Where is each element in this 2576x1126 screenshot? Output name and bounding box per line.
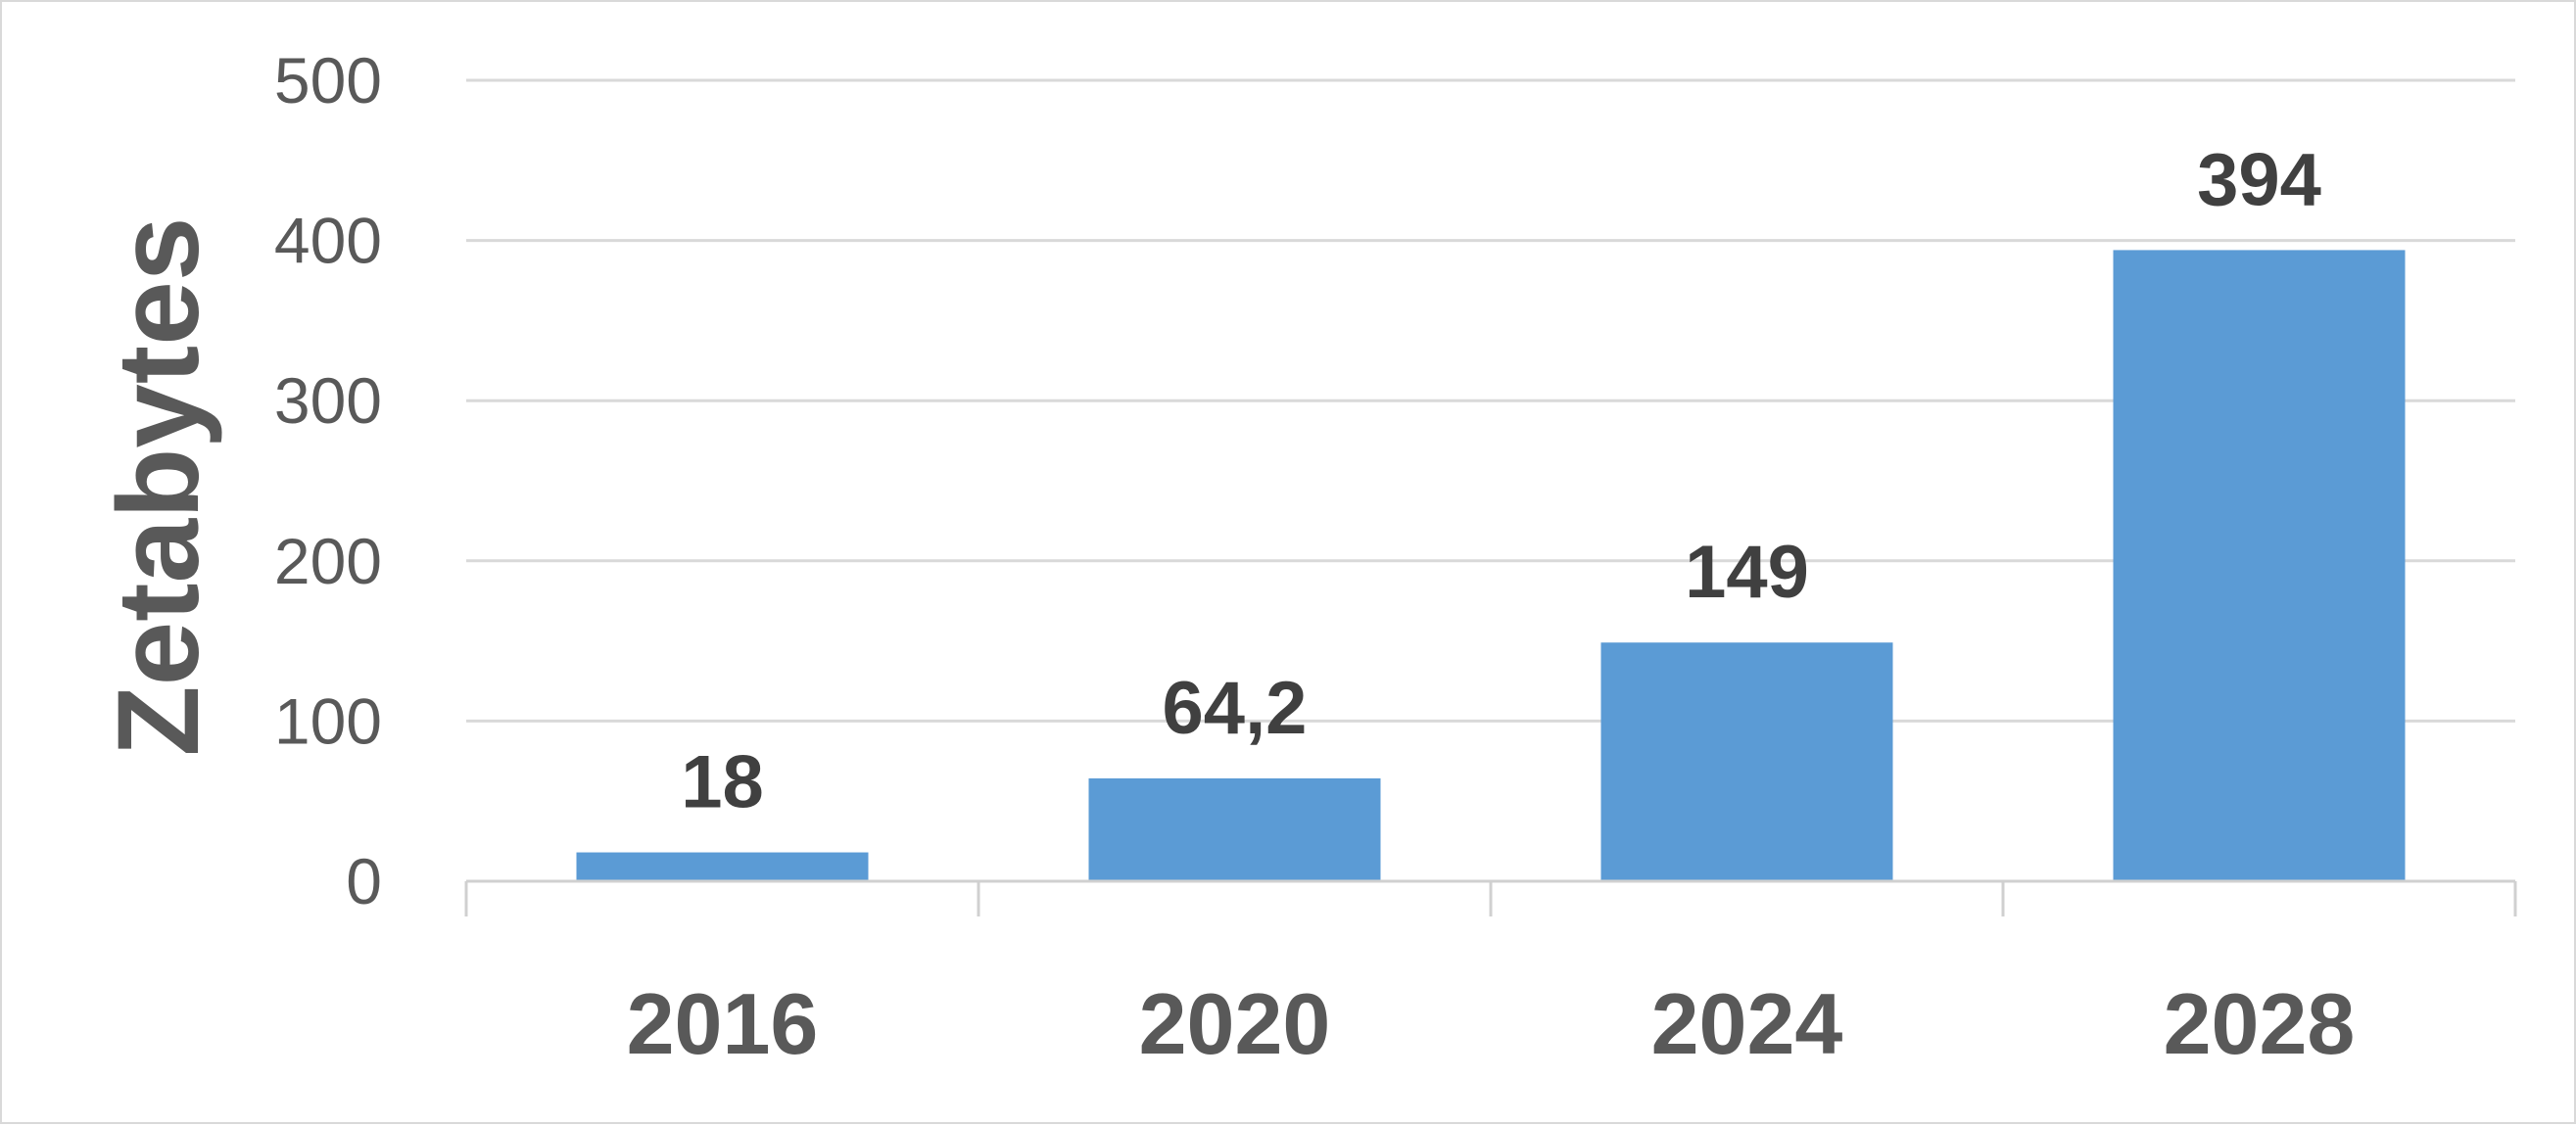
bars [576, 250, 2406, 881]
data-label: 18 [681, 741, 764, 824]
y-tick-label: 0 [346, 845, 382, 917]
x-tick-label: 2016 [627, 975, 819, 1072]
bar [1600, 642, 1893, 881]
x-tick-label: 2024 [1651, 975, 1843, 1072]
y-axis-title: Zetabytes [94, 217, 223, 757]
x-tick-label: 2020 [1139, 975, 1331, 1072]
data-label: 394 [2197, 138, 2321, 221]
y-axis-ticks: 0 100 200 300 400 500 [274, 44, 382, 917]
y-tick-label: 300 [274, 364, 382, 437]
x-axis-ticks: 2016 2020 2024 2028 [627, 975, 2356, 1072]
y-tick-label: 400 [274, 205, 382, 277]
data-labels: 18 64,2 149 394 [681, 138, 2321, 823]
y-tick-label: 100 [274, 684, 382, 757]
y-tick-label: 500 [274, 44, 382, 117]
bar [2113, 250, 2406, 881]
bar [1088, 777, 1381, 881]
x-tick-label: 2028 [2164, 975, 2356, 1072]
data-label: 64,2 [1163, 667, 1308, 750]
bar [576, 852, 869, 881]
x-axis [464, 879, 2517, 916]
data-label: 149 [1685, 531, 1809, 614]
y-tick-label: 200 [274, 525, 382, 597]
